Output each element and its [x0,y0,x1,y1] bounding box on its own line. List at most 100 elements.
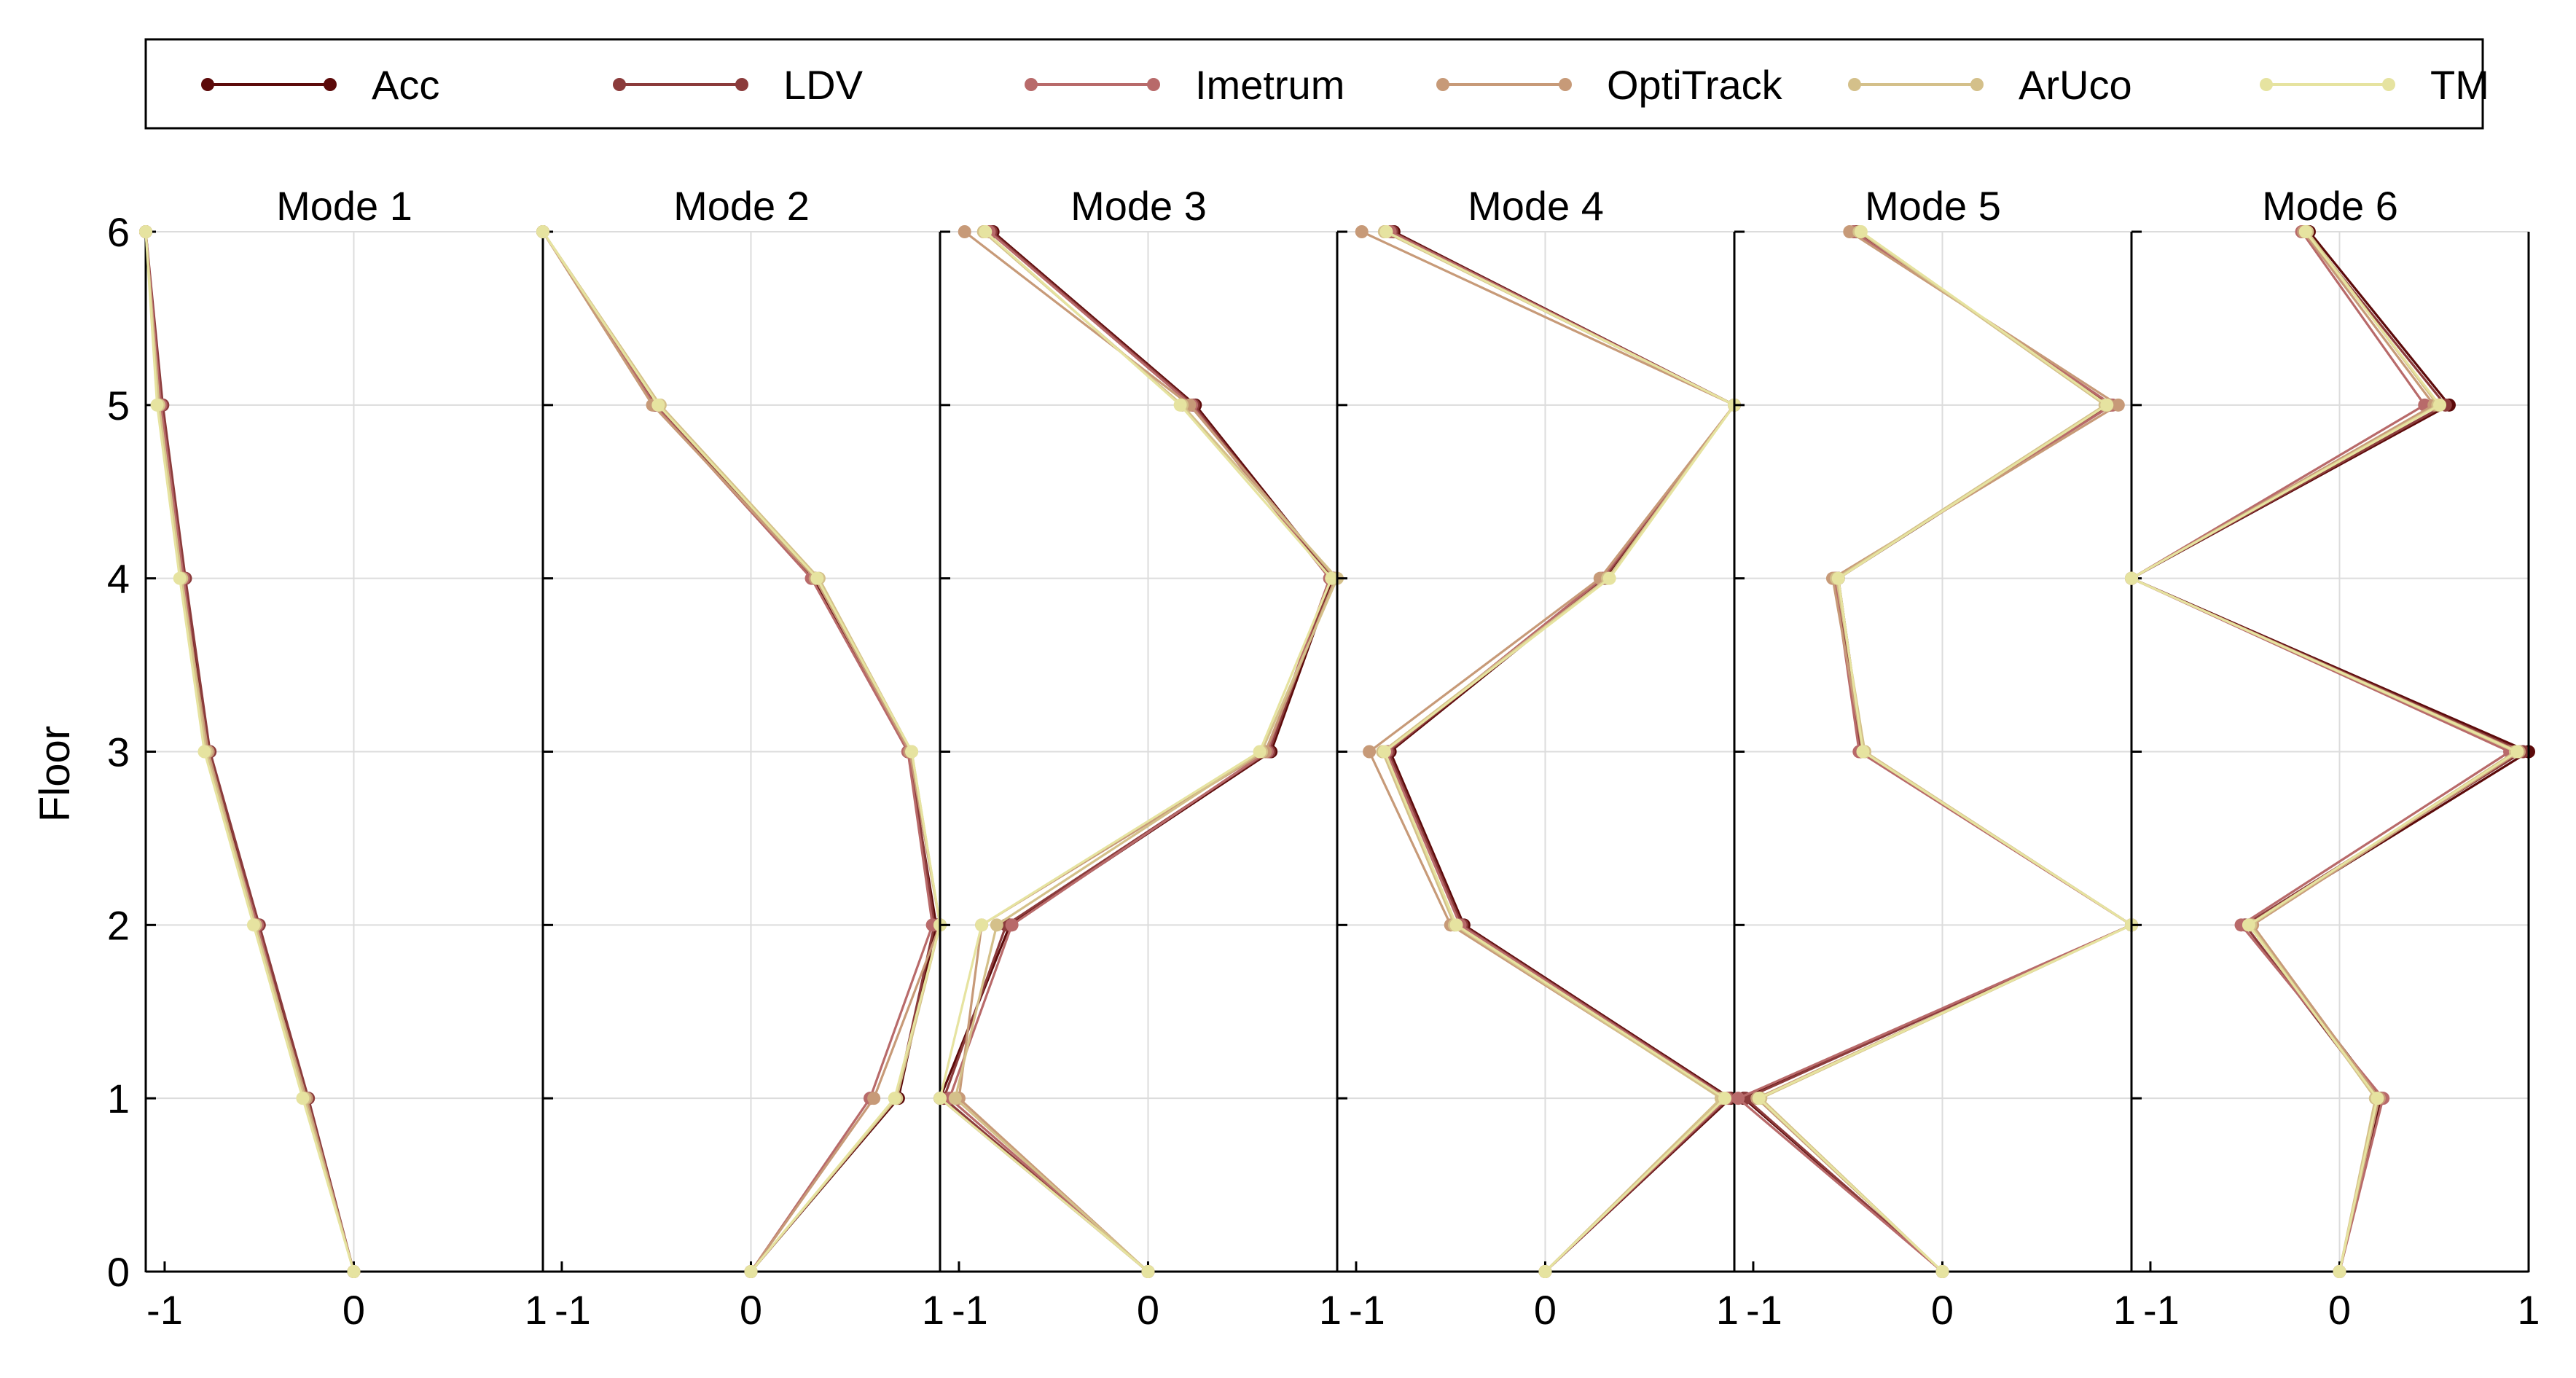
data-point [1325,571,1339,585]
legend-item-acc: Acc [201,62,439,108]
legend-label: Acc [372,62,439,108]
panel-title: Mode 1 [276,183,412,229]
legend-marker [613,78,626,91]
legend-marker [1436,78,1449,91]
x-tick-label: -1 [952,1287,988,1333]
data-point [1253,745,1267,759]
legend: Acc LDV Imetrum OptiTrack ArUco TM [144,38,2489,130]
x-tick-label: -1 [1746,1287,1782,1333]
data-point [2433,398,2447,412]
legend-item-ldv: LDV [613,62,864,108]
data-point [1005,918,1019,932]
data-point [1718,1092,1732,1105]
y-tick-label: 2 [107,902,130,948]
y-tick-label: 1 [107,1076,130,1121]
data-point [173,571,187,585]
data-point [651,398,665,412]
data-point [948,1092,962,1105]
y-axis-label: Floor [31,726,79,822]
data-point [744,1265,758,1278]
data-point [246,918,260,932]
data-point [1831,571,1845,585]
data-point [1854,225,1868,238]
data-point [150,398,164,412]
x-tick-label: 1 [1319,1287,1342,1333]
data-point [296,1092,310,1105]
series-tm [536,225,947,1278]
data-point [2111,398,2125,412]
legend-marker [1147,78,1160,91]
x-tick-label: 0 [342,1287,365,1333]
grid [940,231,1337,1272]
x-tick-label: 0 [1137,1287,1159,1333]
data-point [1731,1092,1745,1105]
x-tick-label: 0 [740,1287,762,1333]
panel-title: Mode 3 [1070,183,1207,229]
legend-box [144,38,2484,130]
legend-label: LDV [783,62,864,108]
x-tick-label: -1 [146,1287,183,1333]
data-point [2371,1092,2384,1105]
legend-marker [1559,78,1572,91]
legend-item-tm: TM [2260,62,2489,108]
panel-mode-5: Mode 5 -1 0 1 [1731,183,2138,1333]
data-point [933,1092,947,1105]
data-point [1379,225,1393,238]
data-point [1173,398,1187,412]
legend-marker [1970,78,1984,91]
legend-marker [2260,78,2273,91]
x-tick-label: 1 [2517,1287,2540,1333]
panel-mode-6: Mode 6 -1 0 1 [2125,183,2540,1333]
data-point [867,1092,881,1105]
series-tm [933,225,1339,1278]
data-point [2125,571,2138,585]
legend-marker [1025,78,1038,91]
data-point [1377,745,1391,759]
data-point [888,1092,901,1105]
panel-title: Mode 6 [2262,183,2398,229]
data-point [139,225,152,238]
data-point [975,918,989,932]
data-point [1843,225,1857,238]
data-point [1355,225,1369,238]
data-point [1856,745,1870,759]
legend-item-aruco: ArUco [1848,62,2132,108]
grid [2131,231,2529,1272]
data-point [1538,1265,1552,1278]
data-point [810,571,824,585]
grid [1734,231,2131,1272]
data-point [1449,918,1463,932]
data-point [2100,398,2114,412]
legend-marker [324,78,337,91]
series-tm [139,225,361,1278]
legend-label: ArUco [2019,62,2132,108]
data-point [2298,225,2312,238]
legend-marker [735,78,748,91]
x-tick-label: 0 [1534,1287,1557,1333]
panel-mode-4: Mode 4 -1 0 1 [1336,183,1741,1333]
grid [1337,231,1734,1272]
panel-mode-3: Mode 3 -1 0 1 [933,183,1344,1333]
panels: Mode 1 -1 0 1 Mode 2 -1 0 1 Mode 3 -1 0 1 Mode 4 -1 0 1… [107,183,2540,1333]
panel-title: Mode 4 [1468,183,1604,229]
data-point [2242,918,2255,932]
x-tick-label: 1 [2113,1287,2136,1333]
data-point [197,745,211,759]
x-tick-label: 1 [922,1287,944,1333]
x-tick-label: 0 [2328,1287,2351,1333]
data-point [347,1265,361,1278]
data-point [958,225,971,238]
y-tick-label: 4 [107,556,130,602]
legend-marker [1848,78,1861,91]
panel-mode-2: Mode 2 -1 0 1 [536,183,947,1333]
data-point [2510,745,2524,759]
data-point [990,918,1003,932]
data-point [1935,1265,1949,1278]
legend-label: TM [2430,62,2489,108]
x-tick-label: 1 [1716,1287,1739,1333]
x-tick-label: -1 [1349,1287,1385,1333]
series-tm [2125,225,2524,1278]
legend-label: OptiTrack [1607,62,1783,108]
